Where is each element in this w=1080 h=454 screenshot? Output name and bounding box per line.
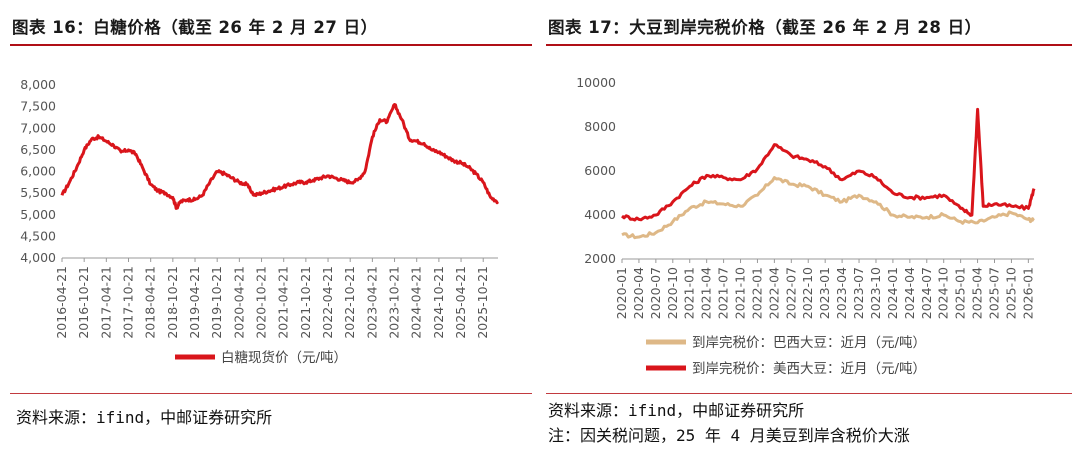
x-tick-label: 2017-04-21 <box>98 266 113 339</box>
y-tick-label: 7,000 <box>20 120 56 135</box>
y-tick-label: 6,000 <box>20 164 56 179</box>
x-tick-label: 2024-07 <box>919 267 934 319</box>
x-tick-label: 2021-10 <box>733 267 748 319</box>
title-rule <box>10 44 532 46</box>
x-tick-label: 2018-04-21 <box>143 266 158 339</box>
x-tick-label: 2024-01 <box>885 267 900 319</box>
x-tick-label: 2023-10 <box>868 267 883 319</box>
x-tick-label: 2022-07 <box>783 267 798 319</box>
source-rule <box>546 393 1072 394</box>
y-tick-label: 6000 <box>584 163 616 178</box>
x-tick-label: 2022-04 <box>766 267 781 319</box>
y-tick-label: 2000 <box>584 251 616 266</box>
x-tick-label: 2023-04 <box>834 267 849 319</box>
y-tick-label: 4,500 <box>20 228 56 243</box>
series-line <box>621 107 1036 222</box>
x-tick-label: 2025-07 <box>986 267 1001 319</box>
y-tick-label: 6,500 <box>20 142 56 157</box>
x-tick-label: 2025-10-21 <box>475 266 490 339</box>
soybean-price-panel: 图表 17：大豆到岸完税价格（截至 26 年 2 月 28 日） 2000 400… <box>540 0 1080 454</box>
x-tick-label: 2021-04 <box>699 267 714 319</box>
y-tick-label: 5,000 <box>20 207 56 222</box>
title-rule <box>546 44 1072 46</box>
chart-title: 图表 16：白糖价格（截至 26 年 2 月 27 日） <box>12 18 378 37</box>
x-tick-label: 2016-04-21 <box>54 266 69 339</box>
x-tick-label: 2020-07 <box>648 267 663 319</box>
x-tick-label: 2022-10-21 <box>342 266 357 339</box>
x-tick-label: 2017-10-21 <box>121 266 136 339</box>
x-tick-label: 2025-10 <box>1003 267 1018 319</box>
x-tick-label: 2020-10 <box>665 267 680 319</box>
x-tick-label: 2022-04-21 <box>320 266 335 339</box>
x-tick-label: 2022-01 <box>749 267 764 319</box>
sugar-price-panel: 图表 16：白糖价格（截至 26 年 2 月 27 日） 4,000 4,500 5… <box>10 18 532 427</box>
x-tick-label: 2023-07 <box>851 267 866 319</box>
y-tick-label: 4000 <box>584 207 616 222</box>
x-tick-label: 2025-04-21 <box>453 266 468 339</box>
x-tick-label: 2019-04-21 <box>187 266 202 339</box>
y-tick-label: 10000 <box>576 75 616 90</box>
series-line <box>60 103 500 210</box>
legend-label: 到岸完税价：美西大豆：近月（元/吨） <box>692 361 926 377</box>
x-tick-label: 2020-01 <box>614 267 629 319</box>
x-tick-label: 2024-04-21 <box>409 266 424 339</box>
source-text: 资料来源：ifind，中邮证券研究所 <box>548 401 805 420</box>
x-tick-label: 2018-10-21 <box>165 266 180 339</box>
x-tick-label: 2020-04 <box>631 267 646 319</box>
x-tick-label: 2016-10-21 <box>76 266 91 339</box>
series-line <box>621 176 1035 240</box>
source-text: 资料来源：ifind，中邮证券研究所 <box>16 408 273 427</box>
x-tick-label: 2025-01 <box>953 267 968 319</box>
x-tick-label: 2024-04 <box>902 267 917 319</box>
x-tick-label: 2024-10-21 <box>431 266 446 339</box>
y-tick-label: 8,000 <box>20 77 56 92</box>
x-tick-label: 2021-01 <box>682 267 697 319</box>
x-tick-label: 2019-10-21 <box>209 266 224 339</box>
y-tick-label: 4,000 <box>20 250 56 265</box>
x-tick-label: 2023-01 <box>817 267 832 319</box>
x-tick-label: 2021-04-21 <box>276 266 291 339</box>
legend-label: 到岸完税价：巴西大豆：近月（元/吨） <box>692 335 926 351</box>
y-tick-label: 7,500 <box>20 99 56 114</box>
note-text: 注：因关税问题，25 年 4 月美豆到岸含税价大涨 <box>548 426 910 445</box>
y-tick-label: 5,500 <box>20 185 56 200</box>
x-tick-label: 2020-04-21 <box>231 266 246 339</box>
source-rule <box>10 393 532 394</box>
x-tick-label: 2024-10 <box>936 267 951 319</box>
sugar-price-chart: 4,000 4,500 5,000 5,500 6,000 6,500 7,000 7,500… <box>20 77 500 366</box>
x-tick-label: 2020-10-21 <box>254 266 269 339</box>
chart-title: 图表 17：大豆到岸完税价格（截至 26 年 2 月 28 日） <box>548 18 982 37</box>
x-tick-label: 2025-04 <box>970 267 985 319</box>
x-tick-label: 2022-10 <box>800 267 815 319</box>
x-tick-label: 2026-01 <box>1020 267 1035 319</box>
x-tick-label: 2023-04-21 <box>364 266 379 339</box>
x-tick-label: 2023-10-21 <box>387 266 402 339</box>
y-tick-label: 8000 <box>584 119 616 134</box>
x-tick-label: 2021-10-21 <box>298 266 313 339</box>
x-tick-label: 2021-07 <box>716 267 731 319</box>
legend-label: 白糖现货价（元/吨） <box>221 349 347 366</box>
